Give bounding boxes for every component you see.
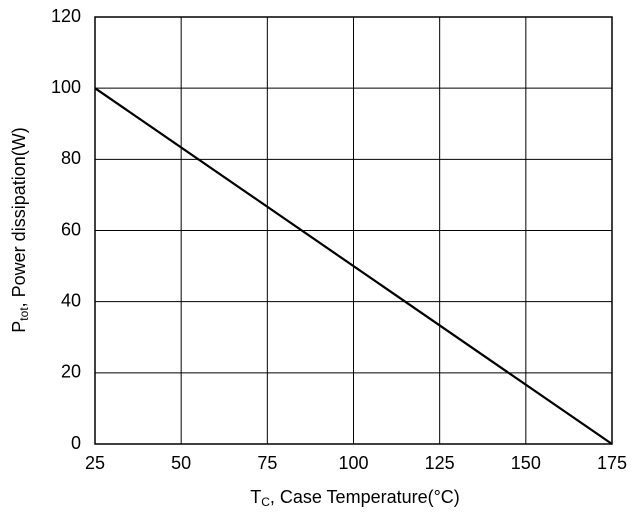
- x-tick-label: 125: [425, 453, 455, 473]
- x-tick-label: 25: [85, 453, 105, 473]
- x-tick-label: 100: [338, 453, 368, 473]
- y-label-text: , Power dissipation(W): [9, 127, 29, 307]
- y-tick-label: 0: [71, 433, 81, 453]
- y-tick-label: 60: [61, 219, 81, 239]
- x-tick-label: 75: [257, 453, 277, 473]
- x-axis-label: TC, Case Temperature(°C): [250, 487, 460, 509]
- plot-frame: [94, 16, 613, 445]
- x-tick-label: 150: [511, 453, 541, 473]
- x-label-text: , Case Temperature(°C): [270, 487, 460, 507]
- data-line: [94, 87, 613, 445]
- y-tick-label: 20: [61, 362, 81, 382]
- y-label-subscript: tot: [17, 307, 31, 321]
- y-axis-label: Ptot, Power dissipation(W): [9, 127, 31, 332]
- y-tick-label: 120: [51, 6, 81, 26]
- y-tick-label: 40: [61, 290, 81, 310]
- x-tick-label: 175: [597, 453, 627, 473]
- x-label-symbol: T: [250, 487, 261, 507]
- x-tick-label: 50: [171, 453, 191, 473]
- y-tick-label: 100: [51, 77, 81, 97]
- y-tick-label: 80: [61, 148, 81, 168]
- y-label-symbol: P: [9, 321, 29, 333]
- x-label-subscript: C: [261, 495, 270, 509]
